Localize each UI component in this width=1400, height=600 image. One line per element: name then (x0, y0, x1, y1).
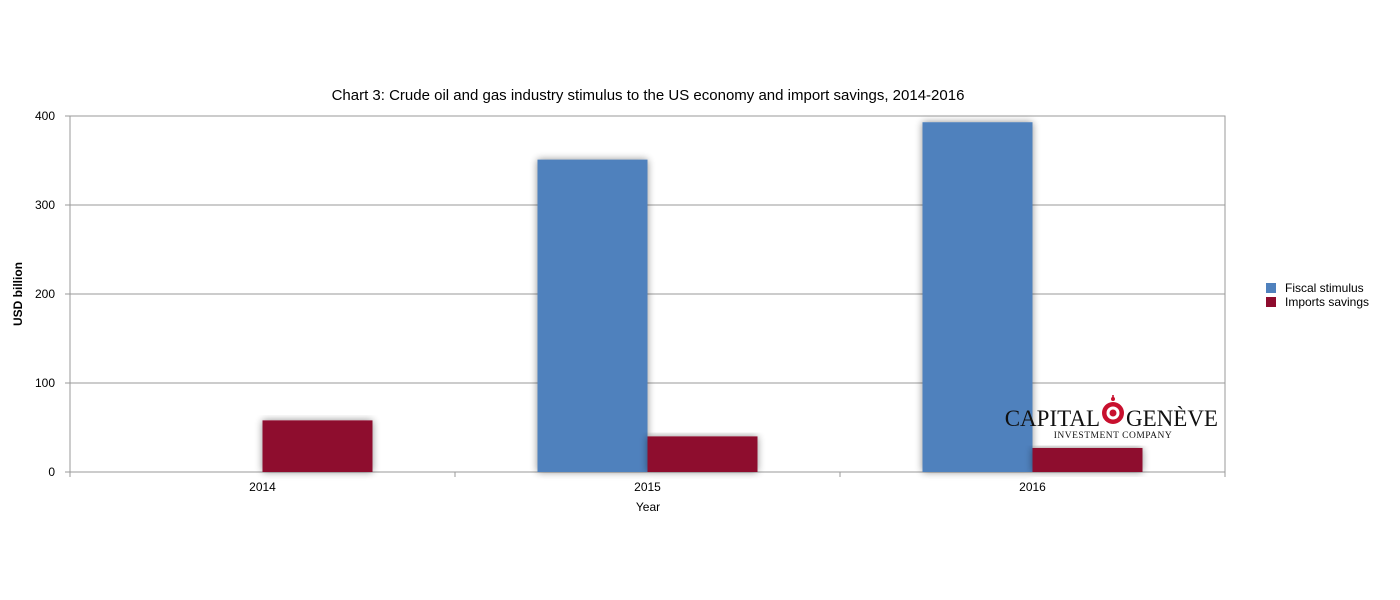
logo-emblem-icon (1102, 395, 1124, 424)
legend-label-fiscal-stimulus: Fiscal stimulus (1285, 281, 1364, 295)
bar-fiscal-stimulus-2015 (537, 159, 648, 473)
bar-imports-savings-2014 (262, 420, 373, 472)
x-tick-label: 2016 (1019, 480, 1046, 494)
chart-title: Chart 3: Crude oil and gas industry stim… (332, 87, 965, 104)
legend-swatch-fiscal-stimulus (1266, 283, 1276, 293)
legend-swatch-imports-savings (1266, 297, 1276, 307)
logo-subtitle: INVESTMENT COMPANY (1054, 431, 1173, 441)
y-tick-label: 300 (35, 198, 55, 212)
x-tick-labels: 2014 2015 2016 (249, 480, 1046, 494)
y-tick-label: 100 (35, 376, 55, 390)
logo-right-word: GENÈVE (1126, 406, 1218, 431)
bar-imports-savings-2015 (647, 436, 758, 472)
y-tick-label: 0 (48, 465, 55, 479)
x-tick-marks (69, 472, 1226, 477)
x-axis-title: Year (636, 500, 660, 514)
bar-fiscal-stimulus-2016 (922, 122, 1033, 472)
y-tick-labels: 0 100 200 300 400 (35, 109, 55, 479)
bar-imports-savings-2016 (1032, 447, 1143, 472)
company-logo: CAPITAL GENÈVE INVESTMENT COMPANY (1005, 395, 1218, 441)
legend-label-imports-savings: Imports savings (1285, 295, 1369, 309)
y-tick-label: 400 (35, 109, 55, 123)
bars (262, 122, 1143, 473)
logo-left-word: CAPITAL (1005, 406, 1100, 431)
x-tick-label: 2015 (634, 480, 661, 494)
x-tick-label: 2014 (249, 480, 276, 494)
legend: Fiscal stimulus Imports savings (1266, 281, 1369, 309)
y-axis-title: USD billion (11, 262, 25, 326)
y-tick-label: 200 (35, 287, 55, 301)
